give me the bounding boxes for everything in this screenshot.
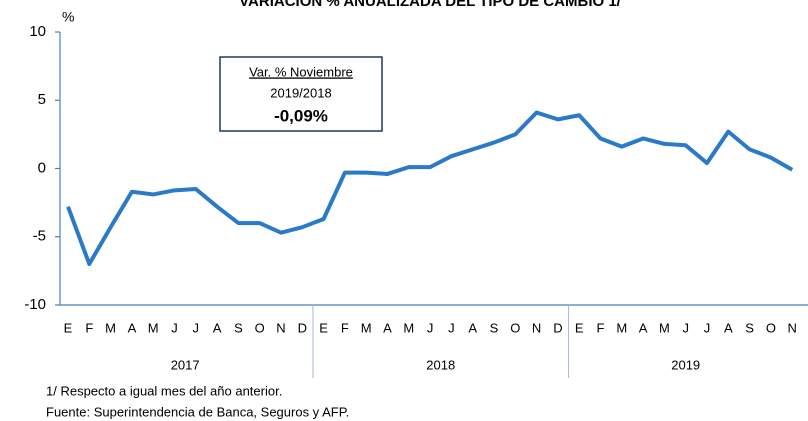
footnote: Fuente: Superintendencia de Banca, Segur… xyxy=(46,404,349,419)
annotation-title: Var. % Noviembre xyxy=(249,64,353,79)
x-tick-label: M xyxy=(361,320,372,335)
x-tick-label: M xyxy=(105,320,116,335)
x-tick-label: M xyxy=(403,320,414,335)
x-tick-label: A xyxy=(724,320,733,335)
x-tick-label: O xyxy=(510,320,520,335)
x-tick-label: N xyxy=(788,320,797,335)
x-tick-label: M xyxy=(616,320,627,335)
x-tick-label: E xyxy=(319,320,328,335)
footnote: 1/ Respecto a igual mes del año anterior… xyxy=(46,383,282,398)
x-tick-label: F xyxy=(597,320,605,335)
x-tick-label: A xyxy=(128,320,137,335)
x-tick-label: J xyxy=(682,320,689,335)
x-tick-label: A xyxy=(468,320,477,335)
x-tick-label: J xyxy=(704,320,711,335)
x-tick-label: N xyxy=(276,320,285,335)
annotation-period: 2019/2018 xyxy=(270,85,331,100)
annotation-box xyxy=(219,56,383,132)
x-tick-label: A xyxy=(213,320,222,335)
x-tick-label: E xyxy=(575,320,584,335)
x-tick-label: D xyxy=(298,320,307,335)
y-axis-label: % xyxy=(62,9,74,25)
x-tick-label: A xyxy=(383,320,392,335)
year-label: 2017 xyxy=(171,357,200,372)
x-tick-label: M xyxy=(148,320,159,335)
y-tick-label: -10 xyxy=(24,296,46,313)
x-tick-label: J xyxy=(427,320,434,335)
year-label: 2019 xyxy=(671,357,700,372)
x-tick-label: S xyxy=(234,320,243,335)
x-tick-label: N xyxy=(532,320,541,335)
y-tick-label: -5 xyxy=(33,228,46,245)
x-tick-label: F xyxy=(341,320,349,335)
x-tick-label: D xyxy=(553,320,562,335)
x-tick-label: J xyxy=(171,320,178,335)
series-line xyxy=(66,110,794,267)
x-tick-label: O xyxy=(255,320,265,335)
annotation-value: -0,09% xyxy=(274,106,328,125)
year-label: 2018 xyxy=(426,357,455,372)
y-tick-label: 0 xyxy=(38,159,46,176)
x-tick-label: A xyxy=(639,320,648,335)
y-tick-label: 10 xyxy=(29,23,46,40)
x-tick-label: O xyxy=(766,320,776,335)
x-tick-label: S xyxy=(490,320,499,335)
y-tick-label: 5 xyxy=(38,91,46,108)
x-tick-label: M xyxy=(659,320,670,335)
chart-title: VARIACIÓN % ANUALIZADA DEL TIPO DE CAMBI… xyxy=(239,0,622,10)
x-tick-label: S xyxy=(745,320,754,335)
x-tick-label: J xyxy=(448,320,455,335)
x-tick-label: J xyxy=(193,320,200,335)
x-tick-label: E xyxy=(64,320,73,335)
x-tick-label: F xyxy=(85,320,93,335)
